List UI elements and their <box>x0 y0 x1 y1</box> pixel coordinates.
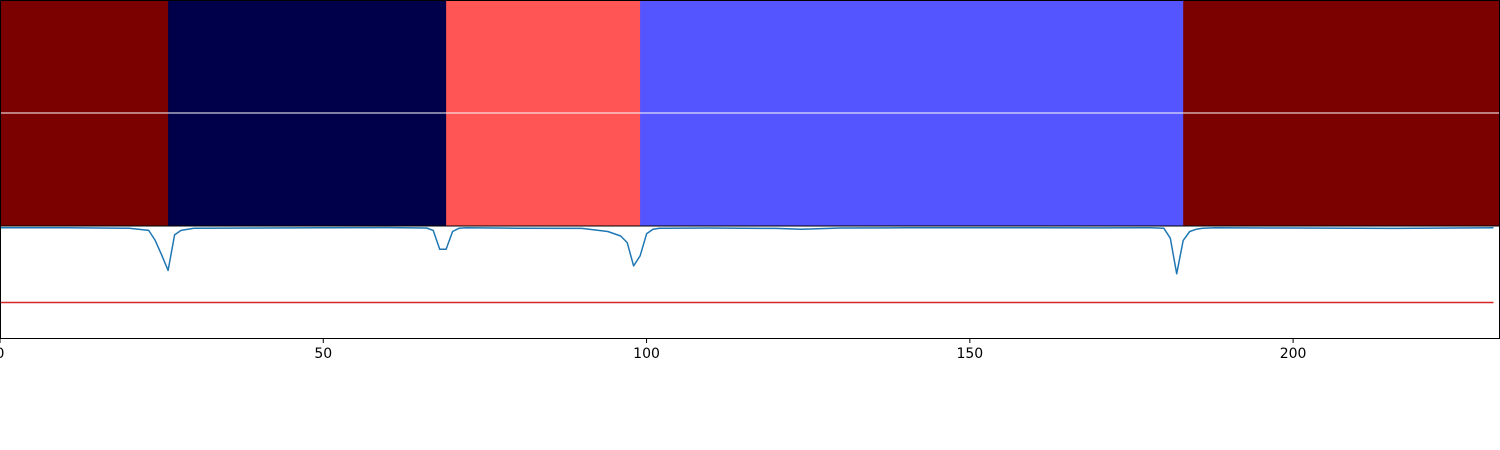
x-tick-label: 200 <box>1280 346 1307 362</box>
x-tick-label: 100 <box>633 346 660 362</box>
x-tick-label: 150 <box>956 346 983 362</box>
x-tick-label: 0 <box>0 346 4 362</box>
segment-heatmap <box>0 0 1500 226</box>
signal-line <box>0 226 1494 275</box>
line-plot <box>0 226 1494 304</box>
x-tick-label: 50 <box>314 346 332 362</box>
x-axis: 0 50 100 150 200 <box>0 338 1306 362</box>
